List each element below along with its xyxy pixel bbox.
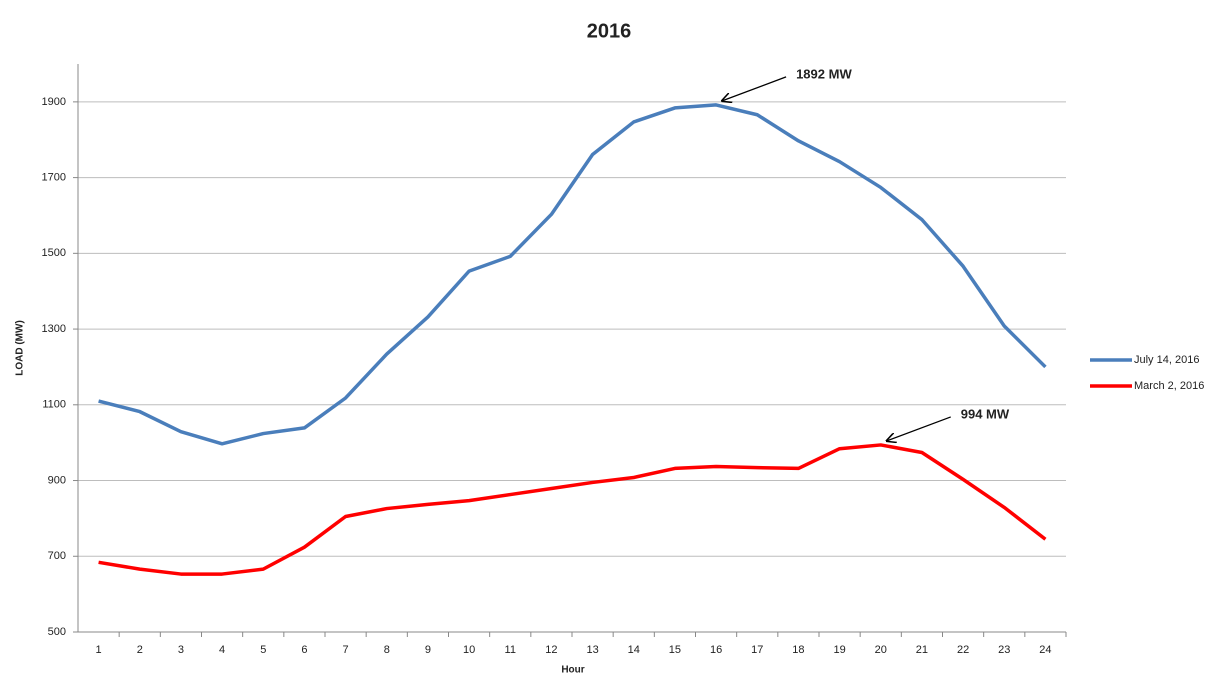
x-tick-label: 9 — [425, 644, 431, 656]
x-tick-label: 23 — [998, 644, 1010, 656]
annotation-arrow — [887, 416, 951, 441]
y-tick-label: 1900 — [42, 96, 66, 108]
x-tick-label: 12 — [545, 644, 557, 656]
x-tick-label: 24 — [1039, 644, 1051, 656]
x-tick-label: 21 — [916, 644, 928, 656]
x-tick-label: 18 — [792, 644, 804, 656]
x-tick-label: 19 — [833, 644, 845, 656]
x-tick-label: 22 — [957, 644, 969, 656]
y-tick-label: 700 — [48, 550, 66, 562]
x-tick-label: 20 — [875, 644, 887, 656]
x-tick-label: 11 — [505, 644, 516, 656]
chart-title: 2016 — [587, 20, 632, 42]
legend-label: March 2, 2016 — [1134, 380, 1204, 392]
x-tick-label: 17 — [751, 644, 763, 656]
series-line — [98, 443, 1047, 576]
y-tick-label: 1100 — [42, 399, 66, 411]
x-axis-title: Hour — [561, 665, 584, 676]
y-tick-label: 1700 — [42, 172, 66, 184]
x-tick-label: 10 — [463, 644, 475, 656]
x-tick-label: 7 — [343, 644, 349, 656]
x-tick-label: 8 — [384, 644, 390, 656]
series-line — [98, 103, 1047, 446]
x-tick-label: 14 — [628, 644, 640, 656]
x-tick-label: 3 — [178, 644, 184, 656]
annotation: 1892 MW — [796, 66, 852, 81]
annotation-arrow — [722, 76, 787, 101]
x-tick-label: 5 — [260, 644, 266, 656]
annotation: 994 MW — [961, 406, 1010, 421]
x-tick-label: 16 — [710, 644, 722, 656]
y-tick-label: 1500 — [42, 247, 66, 259]
x-tick-label: 13 — [586, 644, 598, 656]
y-tick-label: 1300 — [42, 323, 66, 335]
x-tick-label: 1 — [96, 644, 102, 656]
x-tick-label: 6 — [301, 644, 307, 656]
y-tick-label: 500 — [48, 626, 66, 638]
legend-label: July 14, 2016 — [1134, 354, 1199, 366]
x-tick-label: 15 — [669, 644, 681, 656]
x-tick-label: 4 — [219, 644, 225, 656]
y-tick-label: 900 — [48, 474, 66, 486]
x-tick-label: 2 — [137, 644, 143, 656]
y-axis-title: LOAD (MW) — [15, 320, 26, 376]
